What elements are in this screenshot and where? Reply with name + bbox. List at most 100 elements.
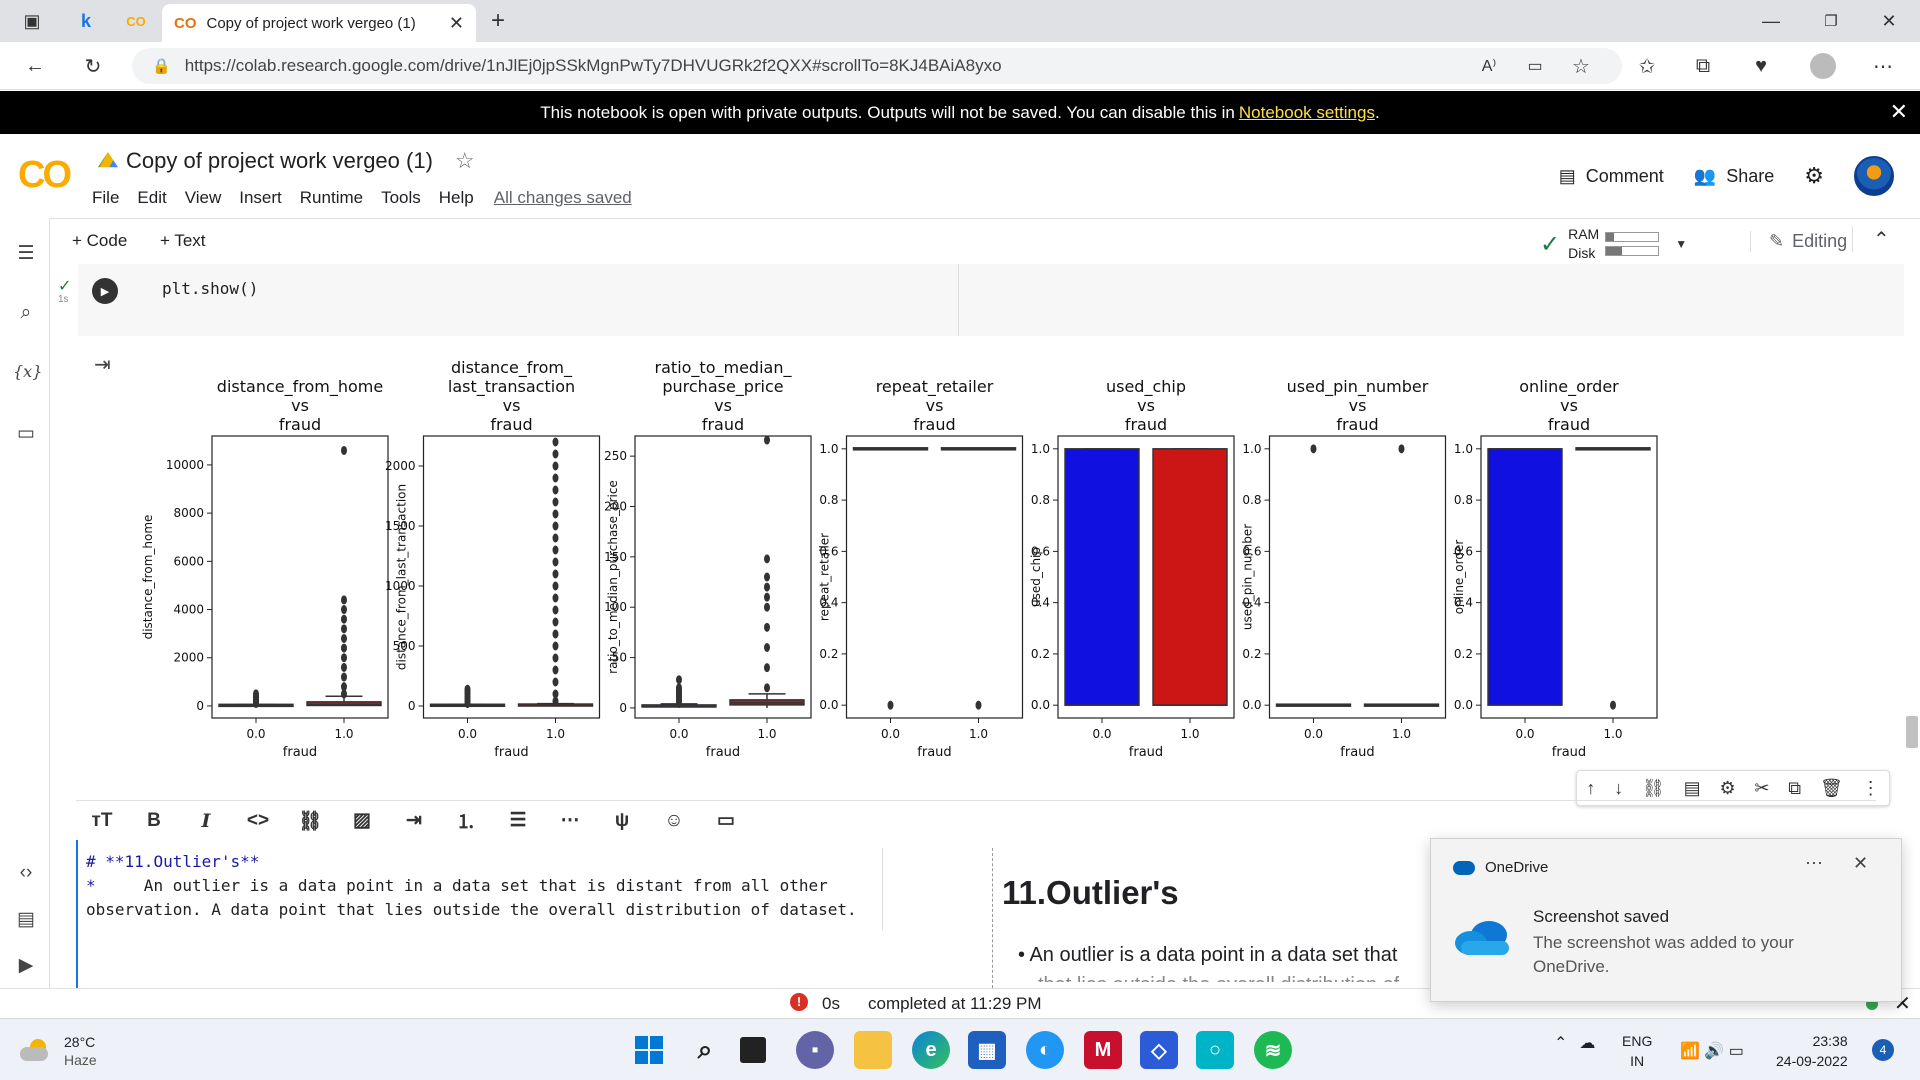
avatar[interactable] bbox=[1854, 156, 1894, 196]
menu-file[interactable]: File bbox=[92, 188, 120, 207]
code-snippets-icon[interactable]: ‹› bbox=[19, 862, 33, 883]
minimize-icon[interactable]: — bbox=[1762, 10, 1780, 31]
chat-app-icon[interactable]: ◇ bbox=[1140, 1031, 1178, 1069]
comment-button[interactable]: ▤ Comment bbox=[1559, 166, 1664, 187]
close-tab-icon[interactable]: ✕ bbox=[448, 12, 464, 33]
new-tab-icon[interactable]: + bbox=[490, 7, 505, 34]
menu-insert[interactable]: Insert bbox=[239, 188, 282, 207]
favorites-icon[interactable]: ✩ bbox=[1638, 55, 1656, 78]
store-icon[interactable]: ▦ bbox=[968, 1031, 1006, 1069]
chevron-down-icon[interactable]: ▼ bbox=[1675, 237, 1688, 251]
code-icon[interactable]: <> bbox=[246, 809, 270, 831]
pinned-tab-colab[interactable]: CO bbox=[126, 13, 146, 29]
code-editor[interactable] bbox=[78, 264, 1904, 336]
colab-logo[interactable]: CO bbox=[18, 154, 72, 196]
comment-cell-icon[interactable]: ▤ bbox=[1683, 777, 1701, 798]
run-cell-button[interactable]: ▶ bbox=[92, 278, 118, 304]
markdown-cell[interactable]: # **11.Outlier's** * An outlier is a dat… bbox=[76, 840, 1876, 990]
copy-cell-icon[interactable]: ⧉ bbox=[1788, 777, 1802, 798]
search-icon[interactable]: ⌕ bbox=[20, 302, 32, 323]
menu-help[interactable]: Help bbox=[438, 188, 474, 207]
edge-icon[interactable]: e bbox=[912, 1031, 950, 1069]
table-of-contents-icon[interactable]: ☰ bbox=[17, 243, 35, 264]
preview-toggle-icon[interactable]: ▭ bbox=[717, 810, 735, 831]
indent-icon[interactable]: ⇥ bbox=[406, 810, 422, 831]
share-button[interactable]: 👥 Share bbox=[1694, 166, 1774, 187]
weather-app-icon[interactable]: ◐ bbox=[1026, 1031, 1064, 1069]
language-indicator[interactable]: ENG IN bbox=[1622, 1031, 1652, 1071]
url-field[interactable]: 🔒 https://colab.research.google.com/driv… bbox=[132, 48, 1622, 84]
add-favorite-icon[interactable]: ☆ bbox=[1572, 55, 1590, 78]
search-taskbar-icon[interactable]: ⌕ bbox=[697, 1034, 713, 1064]
numbered-list-icon[interactable]: ⒈ bbox=[456, 812, 476, 833]
menu-edit[interactable]: Edit bbox=[137, 188, 167, 207]
scrollbar-thumb[interactable] bbox=[1906, 716, 1918, 748]
files-folder-icon[interactable]: ▭ bbox=[17, 423, 35, 444]
spotify-icon[interactable]: ≋ bbox=[1254, 1031, 1292, 1069]
alexa-icon[interactable]: ○ bbox=[1196, 1031, 1234, 1069]
read-aloud-icon[interactable]: A⁾ bbox=[1481, 58, 1497, 75]
bulleted-list-icon[interactable]: ☰ bbox=[509, 810, 527, 831]
onedrive-notification[interactable]: OneDrive ⋯ ✕ Screenshot saved The screen… bbox=[1430, 838, 1902, 1002]
tab-actions-icon[interactable]: ▣ bbox=[23, 10, 41, 31]
resources-indicator[interactable]: ✓ RAM Disk ▼ bbox=[1540, 225, 1687, 263]
clock[interactable]: 23:38 24-09-2022 bbox=[1776, 1031, 1848, 1071]
more-options-icon[interactable]: ⋮ bbox=[1861, 777, 1880, 798]
bold-icon[interactable]: B bbox=[147, 809, 161, 831]
show-hidden-icons-icon[interactable]: ⌃ bbox=[1554, 1035, 1568, 1052]
horizontal-rule-icon[interactable]: ⋯ bbox=[560, 810, 580, 831]
weather-widget[interactable]: 28°C Haze bbox=[20, 1033, 97, 1069]
insert-link-icon[interactable]: ⛓ bbox=[297, 810, 323, 832]
add-code-button[interactable]: + Code bbox=[72, 231, 128, 250]
onedrive-tray-icon[interactable]: ☁ bbox=[1579, 1035, 1596, 1052]
file-explorer-icon[interactable] bbox=[854, 1031, 892, 1069]
latex-psi-icon[interactable]: ψ bbox=[614, 809, 630, 831]
notebook-title-text[interactable]: Copy of project work vergeo (1) bbox=[126, 148, 433, 173]
menu-tools[interactable]: Tools bbox=[381, 188, 421, 207]
collections-icon[interactable]: ⧉ bbox=[1695, 54, 1711, 77]
emoji-icon[interactable]: ☺ bbox=[664, 809, 684, 831]
refresh-icon[interactable]: ↻ bbox=[84, 55, 102, 78]
error-icon[interactable]: ! bbox=[790, 993, 808, 1011]
move-up-icon[interactable]: ↑ bbox=[1586, 777, 1596, 798]
terminal-icon[interactable]: ▶ bbox=[18, 955, 34, 976]
profile-icon[interactable] bbox=[1808, 52, 1838, 80]
star-icon[interactable]: ☆ bbox=[454, 148, 475, 173]
settings-more-icon[interactable]: ⋯ bbox=[1873, 55, 1893, 78]
toast-more-icon[interactable]: ⋯ bbox=[1805, 853, 1823, 873]
menu-runtime[interactable]: Runtime bbox=[299, 188, 364, 207]
save-status[interactable]: All changes saved bbox=[493, 188, 632, 207]
notification-badge[interactable]: 4 bbox=[1872, 1039, 1894, 1061]
close-window-icon[interactable]: ✕ bbox=[1881, 10, 1897, 31]
restore-icon[interactable]: ❐ bbox=[1824, 13, 1838, 30]
google-drive-icon[interactable] bbox=[98, 152, 118, 168]
italic-icon[interactable]: I bbox=[201, 809, 211, 832]
teams-chat-icon[interactable]: ▪ bbox=[796, 1031, 834, 1069]
close-banner-icon[interactable]: ✕ bbox=[1889, 99, 1908, 124]
command-palette-icon[interactable]: ▤ bbox=[17, 909, 35, 930]
mirror-cell-icon[interactable]: ✂ bbox=[1754, 777, 1770, 798]
collapse-header-icon[interactable]: ⌃ bbox=[1852, 227, 1890, 252]
editing-mode-button[interactable]: ✎ Editing bbox=[1750, 231, 1847, 252]
pinned-tab-k[interactable]: k bbox=[80, 10, 91, 31]
browser-essentials-icon[interactable]: ♥ bbox=[1755, 54, 1767, 77]
menu-view[interactable]: View bbox=[184, 188, 222, 207]
markdown-source[interactable]: # **11.Outlier's** * An outlier is a dat… bbox=[86, 850, 886, 922]
active-tab[interactable]: CO Copy of project work vergeo (1) ✕ bbox=[162, 4, 476, 42]
completed-status[interactable]: completed at 11:29 PM bbox=[868, 994, 1042, 1013]
toast-close-icon[interactable]: ✕ bbox=[1853, 853, 1869, 873]
move-down-icon[interactable]: ↓ bbox=[1614, 777, 1624, 798]
mcafee-icon[interactable]: M bbox=[1084, 1031, 1122, 1069]
variables-icon[interactable]: {x} bbox=[13, 362, 43, 381]
output-actions-icon[interactable]: ⇥ bbox=[94, 354, 111, 376]
link-icon[interactable]: ⛓ bbox=[1641, 777, 1665, 798]
cell-settings-icon[interactable]: ⚙ bbox=[1719, 777, 1736, 798]
start-icon[interactable] bbox=[630, 1031, 668, 1069]
back-icon[interactable]: ← bbox=[25, 54, 45, 77]
code-cell[interactable]: ✓ 1s ▶ plt.show() bbox=[52, 264, 1904, 336]
reader-view-icon[interactable]: ▭ bbox=[1527, 58, 1543, 75]
settings-gear-icon[interactable]: ⚙ bbox=[1804, 163, 1824, 188]
task-view-icon[interactable] bbox=[740, 1037, 766, 1063]
network-volume-battery-icons[interactable]: 📶 🔊 ▭ bbox=[1680, 1043, 1744, 1060]
notebook-settings-link[interactable]: Notebook settings bbox=[1238, 102, 1375, 122]
